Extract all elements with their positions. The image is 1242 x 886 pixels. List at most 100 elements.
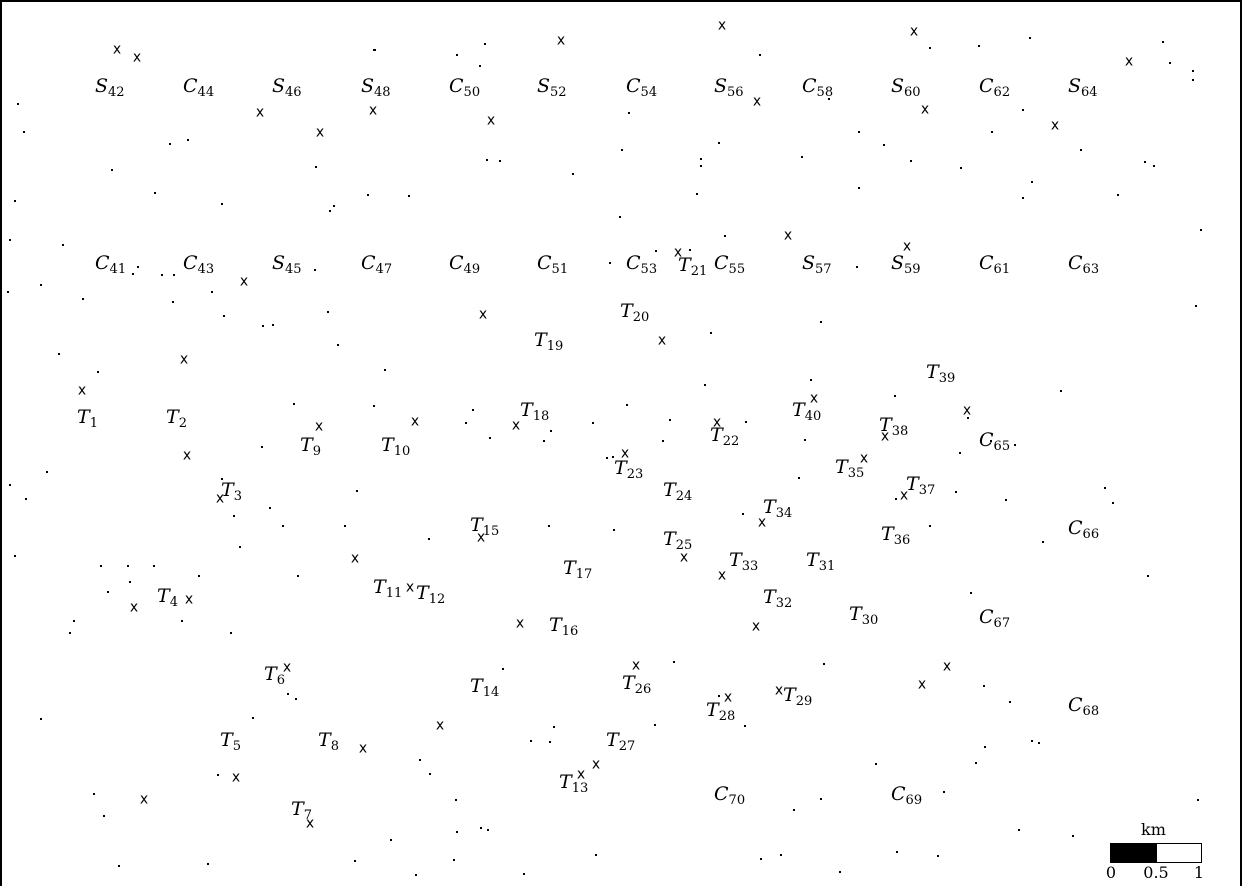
site-label-t30: T30 — [849, 603, 879, 628]
site-label-t27: T27 — [606, 729, 636, 754]
survey-point — [742, 513, 744, 515]
survey-point — [530, 740, 532, 742]
survey-point — [187, 139, 189, 141]
survey-point — [1005, 499, 1007, 501]
survey-point — [858, 187, 860, 189]
survey-point — [233, 515, 235, 517]
survey-point — [456, 831, 458, 833]
survey-point — [456, 54, 458, 56]
survey-point — [455, 799, 457, 801]
survey-point — [327, 311, 329, 313]
survey-point — [107, 591, 109, 593]
find-marker: x — [942, 658, 952, 675]
site-label-s56: S56 — [714, 75, 744, 100]
survey-point — [780, 854, 782, 856]
survey-point — [793, 809, 795, 811]
site-label-s64: S64 — [1068, 75, 1098, 100]
survey-point — [696, 193, 698, 195]
survey-point — [543, 440, 545, 442]
survey-point — [489, 437, 491, 439]
survey-point — [1117, 194, 1119, 196]
site-label-t33: T33 — [729, 549, 759, 574]
survey-point — [100, 565, 102, 567]
find-marker: x — [305, 815, 315, 832]
survey-point — [613, 529, 615, 531]
survey-point — [592, 422, 594, 424]
find-marker: x — [917, 676, 927, 693]
survey-point — [297, 575, 299, 577]
scale-bar: km 0 0.5 1 — [1102, 820, 1212, 882]
survey-point — [25, 498, 27, 500]
survey-point — [453, 859, 455, 861]
find-marker: x — [239, 273, 249, 290]
find-marker: x — [1124, 53, 1134, 70]
site-label-t35: T35 — [835, 456, 865, 481]
survey-point — [314, 269, 316, 271]
find-marker: x — [215, 490, 225, 507]
survey-point — [252, 717, 254, 719]
find-marker: x — [757, 514, 767, 531]
site-label-t23: T23 — [614, 457, 644, 482]
survey-point — [960, 167, 962, 169]
survey-point — [373, 405, 375, 407]
site-label-t3: T3 — [221, 479, 242, 504]
survey-point — [1031, 181, 1033, 183]
survey-point — [801, 156, 803, 158]
site-label-s48: S48 — [361, 75, 391, 100]
site-label-c66: C66 — [1068, 517, 1100, 542]
find-marker: x — [314, 418, 324, 435]
survey-point — [118, 865, 120, 867]
site-label-t39: T39 — [926, 361, 956, 386]
find-marker: x — [476, 529, 486, 546]
site-label-t2: T2 — [166, 406, 187, 431]
survey-point — [1009, 701, 1011, 703]
survey-point — [223, 315, 225, 317]
site-label-t16: T16 — [549, 614, 579, 639]
find-marker: x — [486, 112, 496, 129]
survey-point — [479, 65, 481, 67]
survey-point — [1169, 62, 1171, 64]
survey-point — [103, 815, 105, 817]
site-label-t37: T37 — [906, 473, 936, 498]
survey-point — [549, 741, 551, 743]
scale-tick-label: 0.5 — [1143, 863, 1169, 882]
site-label-t31: T31 — [806, 549, 836, 574]
survey-point — [1192, 79, 1194, 81]
survey-point — [609, 262, 611, 264]
find-marker: x — [132, 49, 142, 66]
site-label-t4: T4 — [157, 585, 178, 610]
find-marker: x — [576, 766, 586, 783]
survey-point — [883, 144, 885, 146]
survey-point — [744, 725, 746, 727]
site-label-c69: C69 — [891, 783, 923, 808]
survey-point — [967, 417, 969, 419]
survey-point — [129, 581, 131, 583]
find-marker: x — [751, 618, 761, 635]
survey-point — [745, 421, 747, 423]
survey-point — [1022, 197, 1024, 199]
survey-point — [1162, 41, 1164, 43]
survey-point — [1080, 149, 1082, 151]
site-label-t24: T24 — [663, 479, 693, 504]
survey-point — [959, 452, 961, 454]
site-label-t32: T32 — [763, 586, 793, 611]
find-marker: x — [515, 615, 525, 632]
survey-point — [46, 471, 48, 473]
find-marker: x — [182, 447, 192, 464]
survey-point — [315, 166, 317, 168]
survey-point — [1014, 444, 1016, 446]
survey-point — [221, 478, 223, 480]
find-marker: x — [909, 23, 919, 40]
find-marker: x — [478, 306, 488, 323]
survey-point — [9, 484, 11, 486]
survey-point — [17, 103, 19, 105]
survey-point — [628, 112, 630, 114]
survey-point — [408, 195, 410, 197]
survey-point — [626, 404, 628, 406]
survey-point — [7, 291, 9, 293]
survey-point — [700, 158, 702, 160]
survey-point — [428, 538, 430, 540]
survey-point — [894, 395, 896, 397]
